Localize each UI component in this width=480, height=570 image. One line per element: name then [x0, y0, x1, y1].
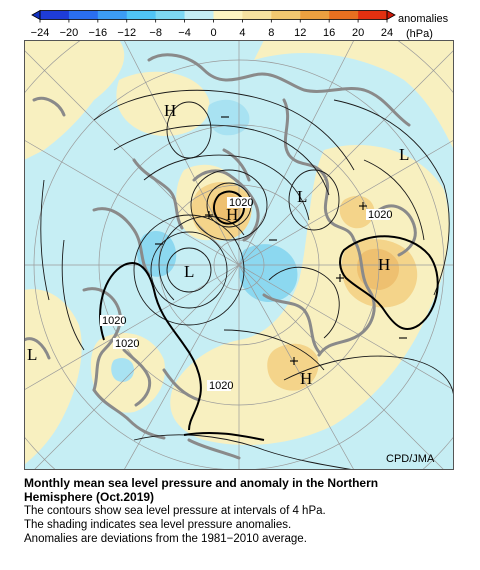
colorbar-tick-label: 24 — [381, 27, 393, 39]
caption-line2: The shading indicates sea level pressure… — [24, 519, 292, 531]
colorbar-cell — [271, 10, 301, 20]
pressure-labels: 1020 1020 1020 1020 1020 — [100, 197, 392, 392]
figure-caption: Monthly mean sea level pressure and anom… — [24, 476, 474, 546]
colorbar-cell — [184, 10, 214, 20]
caption-line3: Anomalies are deviations from the 1981−2… — [24, 533, 307, 545]
colorbar-cell — [329, 10, 359, 20]
pressure-label: 1020 — [102, 315, 126, 327]
colorbar-tick-label: 20 — [352, 27, 364, 39]
colorbar-tick-label: 4 — [239, 27, 245, 39]
colorbar-tick-label: −4 — [178, 27, 191, 39]
colorbar-tick-label: 16 — [323, 27, 335, 39]
colorbar-tick-labels: −24 −20 −16 −12 −8 −4 0 4 8 12 16 20 24 — [31, 19, 393, 39]
pressure-label: 1020 — [209, 380, 233, 392]
high-center: H — [226, 205, 238, 224]
colorbar-label-anomalies: anomalies — [398, 13, 449, 25]
low-center: L — [297, 187, 307, 206]
colorbar-right-arrow — [386, 9, 396, 21]
polar-stereographic-map: 1020 1020 1020 1020 1020 H H H L — [24, 40, 454, 470]
colorbar-tick-label: −24 — [31, 27, 50, 39]
high-center: H — [164, 101, 176, 120]
colorbar-tick-label: −12 — [117, 27, 136, 39]
isobars-1020 — [99, 190, 439, 441]
colorbar-tick-label: 8 — [268, 27, 274, 39]
caption-title-line1: Monthly mean sea level pressure and anom… — [24, 476, 379, 490]
colorbar-cell — [97, 10, 128, 20]
low-center: L — [399, 145, 409, 164]
isobars — [40, 89, 454, 470]
colorbar-left-arrow — [31, 9, 41, 21]
colorbar-cell — [40, 10, 70, 20]
colorbar-cell — [155, 10, 185, 20]
colorbar-cell — [242, 10, 272, 20]
colorbar-cell — [126, 10, 156, 20]
colorbar-tick-label: −8 — [149, 27, 162, 39]
anomaly-colorbar: −24 −20 −16 −12 −8 −4 0 4 8 12 16 20 24 anomalies (h… — [31, 9, 449, 40]
map-frame — [24, 40, 454, 470]
pressure-label: 1020 — [115, 338, 139, 350]
colorbar-tick-label: −20 — [60, 27, 79, 39]
credit-label: CPD/JMA — [386, 453, 435, 465]
anomaly-signs — [155, 116, 407, 365]
pressure-label: 1020 — [368, 209, 392, 221]
colorbar-cell — [213, 10, 243, 20]
colorbar-cell — [68, 10, 99, 20]
colorbar-tick-label: 0 — [210, 27, 216, 39]
caption-title-line2: Hemisphere (Oct.2019) — [24, 490, 155, 504]
low-center: L — [27, 345, 37, 364]
pressure-centers: H H H L L L L H — [27, 101, 409, 388]
colorbar-cell — [300, 10, 330, 20]
colorbar-cell — [358, 10, 388, 20]
caption-line1: The contours show sea level pressure at … — [24, 505, 326, 517]
high-center: H — [378, 255, 390, 274]
low-center: L — [184, 262, 194, 281]
colorbar-tick-label: −16 — [88, 27, 107, 39]
colorbar-cells — [40, 10, 388, 20]
high-center: H — [300, 369, 312, 388]
colorbar-tick-label: 12 — [294, 27, 306, 39]
pressure-label: 1020 — [229, 197, 253, 209]
colorbar-label-units: (hPa) — [406, 28, 433, 40]
